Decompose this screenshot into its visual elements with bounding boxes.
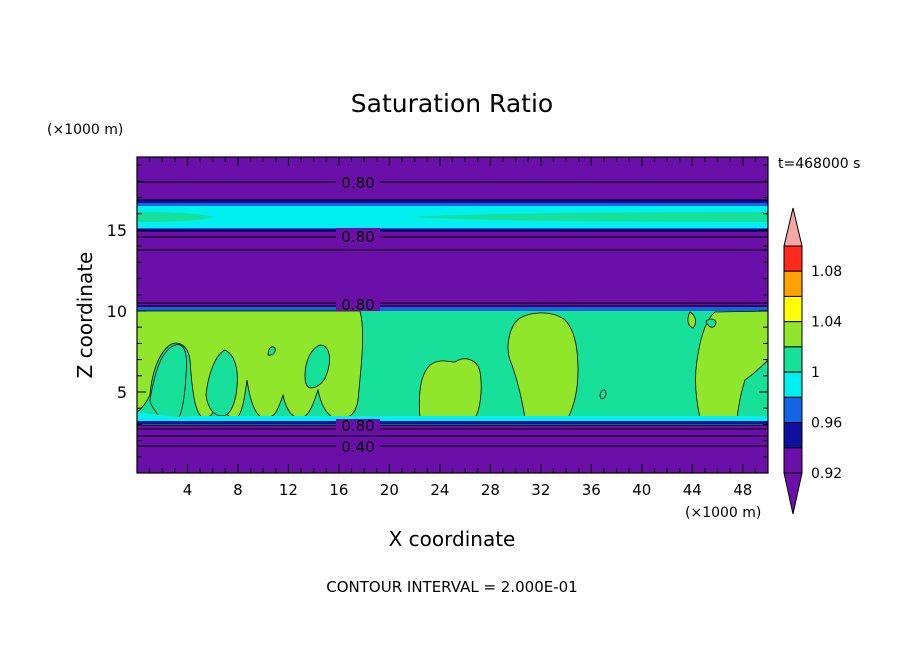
contour-label: 0.80 [341,417,374,435]
colorbar-box [783,396,803,424]
x-tick-label: 12 [279,481,298,499]
colorbar-label: 0.96 [811,416,842,432]
colorbar-box [783,270,803,297]
plot-area: 0.80 0.80 0.80 0.80 0.40 [137,157,768,473]
x-axis: 4 8 12 16 20 24 28 32 36 40 44 48 [149,157,756,499]
y-tick-label: 5 [117,383,127,402]
contour-label: 0.40 [341,438,374,456]
lower-cyan-strip [137,412,768,421]
x-tick-label: 8 [233,481,243,499]
x-tick-label: 36 [582,481,601,499]
colorbar-label: 0.92 [811,466,842,482]
colorbar-box [783,447,803,474]
colorbar-box [783,245,803,272]
contour-interval-footer: CONTOUR INTERVAL = 2.000E-01 [326,578,577,596]
x-unit-label: (×1000 m) [685,505,761,521]
y-axis-title: Z coordinate [73,252,97,379]
colorbar-extend-max [783,207,803,247]
y-unit-label: (×1000 m) [47,122,123,138]
y-axis: 5 10 15 [107,164,768,458]
colorbar-box [783,295,803,323]
upper-band-green-right [410,212,768,222]
y-tick-label: 15 [107,221,127,240]
contour-label: 0.80 [341,228,374,246]
colorbar-label: 1.08 [811,264,842,280]
colorbar-box [783,371,803,398]
x-tick-label: 44 [683,481,702,499]
upper-band-green-left [137,212,215,222]
contour-label-group: 0.80 0.80 0.80 0.80 0.40 [336,174,380,456]
colorbar-box [783,422,803,449]
chart-title: Saturation Ratio [351,89,553,118]
saturated-holes [149,318,717,419]
x-tick-label: 20 [380,481,399,499]
contour-label: 0.80 [341,174,374,192]
supersaturated-patches [137,310,768,419]
x-axis-title: X coordinate [389,527,516,551]
x-tick-label: 24 [430,481,449,499]
time-label: t=468000 s [778,156,860,172]
colorbar-label: 1 [811,365,820,381]
colorbar-box [783,321,803,348]
x-tick-label: 4 [183,481,193,499]
colorbar-box [783,346,803,373]
colorbar-label: 1.04 [811,315,842,331]
x-tick-label: 16 [329,481,348,499]
colorbar: 0.92 0.96 1 1.04 1.08 [783,207,842,515]
x-tick-label: 32 [531,481,550,499]
moist-layer-top-edge [137,307,768,311]
moist-layer-bottom-edge2 [137,421,768,424]
x-tick-label: 40 [632,481,651,499]
y-tick-label: 10 [107,302,127,321]
x-tick-label: 48 [733,481,752,499]
x-tick-label: 28 [481,481,500,499]
contour-lines [137,181,768,447]
colorbar-extend-min [783,472,803,515]
contour-label: 0.80 [341,296,374,314]
